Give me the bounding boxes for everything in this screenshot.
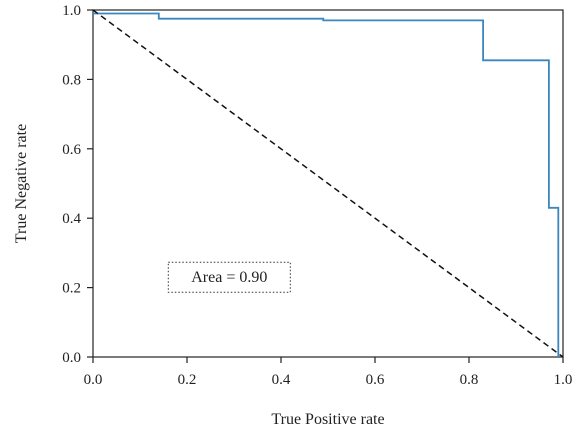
roc-curve-line [93,12,560,357]
area-annotation: Area = 0.90 [191,269,267,286]
y-tick-label: 0.8 [62,72,81,88]
y-tick-label: 0.2 [62,281,81,297]
x-tick-label: 0.0 [84,372,103,388]
annotation-layer: Area = 0.90 [167,261,291,293]
plot-area [92,9,564,358]
y-tick-label: 1.0 [62,3,81,19]
x-tick-label: 0.8 [460,372,479,388]
area-annotation-box [167,261,291,293]
x-tick-label: 0.6 [366,372,385,388]
y-tick-label: 0.6 [62,142,81,158]
plot-frame [92,9,564,358]
y-tick-label: 0.0 [62,350,81,366]
x-tick-label: 1.0 [554,372,573,388]
diagonal-reference-line [92,9,564,358]
axes: 0.0 0.2 0.4 0.6 0.8 1.0 0.0 0.2 0.4 0.6 0.8 1.0 [62,3,572,388]
x-tick-label: 0.2 [178,372,197,388]
y-axis-label: True Negative rate [13,124,30,243]
x-tick-label: 0.4 [272,372,291,388]
y-tick-label: 0.4 [62,211,81,227]
series-layer [92,9,564,358]
x-axis-label: True Positive rate [271,411,384,428]
